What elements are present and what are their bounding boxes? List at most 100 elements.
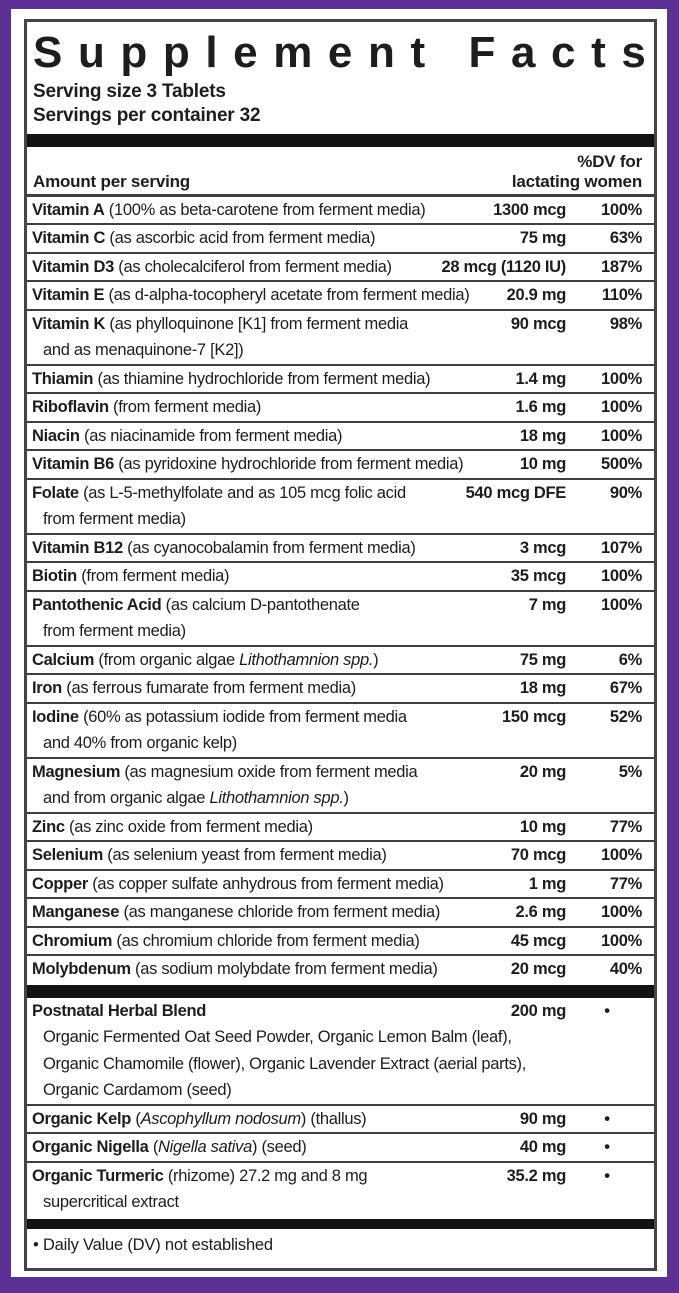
title-letter: t [410,28,426,77]
row-name: Postnatal Herbal Blend [32,1001,207,1020]
title-letter: p [120,28,148,77]
row-name: Biotin (from ferment media) [32,567,230,586]
row-continuation: and as menaquinone-7 [K2]) [43,341,244,360]
herbal-row: Postnatal Herbal Blend 200 mg • Organic Fer… [27,998,654,1104]
row-amount: 18 mg [519,426,566,445]
row-name: Thiamin (as thiamine hydrochloride from … [32,369,431,388]
row-name: Organic Turmeric (rhizome) 27.2 mg and 8… [32,1166,368,1185]
row-name: Folate (as L-5-methylfolate and as 105 m… [32,483,406,502]
title-letter: F [468,28,496,77]
row-dv: 98% [609,314,642,333]
row-continuation: and 40% from organic kelp) [43,734,237,753]
row-dv: 5% [618,762,643,781]
blend-ingredient-line: Organic Chamomile (flower), Organic Lave… [43,1054,527,1073]
nutrient-row: Zinc (as zinc oxide from ferment media) 1… [27,811,654,841]
row-continuation: from ferment media) [43,510,186,529]
nutrient-row: Vitamin C (as ascorbic acid from ferment… [27,223,654,252]
title-letter [441,29,453,77]
row-name: Vitamin D3 (as cholecalciferol from ferm… [32,257,392,276]
nutrient-row: Manganese (as manganese chloride from fe… [27,897,654,926]
nutrient-row: Pantothenic Acid (as calcium D-pantothen… [27,589,654,645]
row-name: Iron (as ferrous fumarate from ferment m… [32,679,356,698]
dv-header-line2: lactating women [511,171,642,191]
row-dv: 187% [600,257,642,276]
row-name: Molybdenum (as sodium molybdate from fer… [32,960,438,979]
row-name: Vitamin K (as phylloquinone [K1] from fe… [32,314,408,333]
row-amount: 10 mg [519,455,566,474]
row-amount: 35 mcg [510,567,566,586]
title-letter: e [327,28,353,77]
dv-header-line1: %DV for [577,151,642,171]
nutrient-row: Niacin (as niacinamide from ferment medi… [27,420,654,450]
title-letter: u [77,28,105,77]
title-letter: l [205,28,218,77]
nutrient-row: Vitamin A (100% as beta-carotene from fe… [27,197,654,224]
row-amount: 1 mg [528,874,567,893]
row-dv: 77% [609,817,642,836]
row-continuation: and from organic algae Lithothamnion spp… [43,789,349,808]
nutrient-row: Calcium (from organic algae Lithothamnio… [27,644,654,674]
dv-header-label: %DV for lactating women [512,152,642,192]
row-amount: 1.6 mg [515,398,567,417]
row-dv: 100% [600,398,642,417]
title-letter: t [591,28,606,77]
nutrient-row: Vitamin K (as phylloquinone [K1] from fe… [27,308,654,364]
row-dv: 100% [600,426,642,445]
row-name: Calcium (from organic algae Lithothamnio… [32,650,379,669]
row-name: Chromium (as chromium chloride from ferm… [32,931,420,950]
row-amount: 18 mg [519,679,566,698]
title-letter: p [162,28,190,77]
header-thick-bar [27,133,654,147]
herbal-row: Organic Turmeric (rhizome) 27.2 mg and 8… [27,1160,654,1216]
row-dv: 100% [600,846,642,865]
row-amount: 2.6 mg [515,903,567,922]
row-name: Magnesium (as magnesium oxide from ferme… [32,762,418,781]
nutrient-row: Magnesium (as magnesium oxide from ferme… [27,756,654,812]
nutrient-row: Vitamin E (as d-alpha-tocopheryl acetate… [27,280,654,309]
row-dv: 107% [600,538,642,557]
row-name: Riboflavin (from ferment media) [32,398,262,417]
row-dv: 100% [600,595,642,614]
row-name: Vitamin E (as d-alpha-tocopheryl acetate… [32,286,470,305]
nutrient-row: Biotin (from ferment media) 35 mcg 100% [27,561,654,590]
row-dv: 100% [600,200,642,219]
row-amount: 1300 mcg [493,200,566,219]
row-dv: 40% [609,960,642,979]
nutrient-rows: Vitamin A (100% as beta-carotene from fe… [27,197,654,983]
title-letter: m [273,28,313,77]
footnote-divider-bar [27,1218,654,1229]
row-dv: • [604,1001,610,1020]
row-name: Organic Kelp (Ascophyllum nodosum) (thal… [32,1109,367,1128]
row-dv: 63% [609,229,642,248]
row-name: Vitamin A (100% as beta-carotene from fe… [32,200,426,219]
nutrient-row: Vitamin B12 (as cyanocobalamin from ferm… [27,532,654,562]
row-amount: 70 mcg [510,846,566,865]
row-amount: 45 mcg [510,931,566,950]
column-header: Amount per serving %DV for lactating wom… [27,147,654,197]
row-dv: 90% [609,483,642,502]
row-amount: 200 mg [510,1001,566,1020]
amount-per-serving-label: Amount per serving [33,171,190,191]
title-letter: e [233,28,258,77]
footnote-text: Daily Value (DV) not established [42,1235,273,1254]
blend-ingredient-line: Organic Fermented Oat Seed Powder, Organ… [43,1028,512,1047]
footnote-bullet: • [33,1235,39,1254]
herbal-row: Organic Kelp (Ascophyllum nodosum) (thal… [27,1103,654,1133]
row-dv: 100% [600,931,642,950]
nutrient-row: Copper (as copper sulfate anhydrous from… [27,868,654,898]
row-dv: 100% [600,369,642,388]
row-amount: 75 mg [519,650,566,669]
row-name: Organic Nigella (Nigella sativa) (seed) [32,1138,307,1157]
row-amount: 7 mg [528,595,567,614]
section-divider-bar [27,984,654,998]
row-amount: 40 mg [519,1138,566,1157]
row-amount: 90 mg [519,1109,566,1128]
title-letter: s [621,28,646,77]
row-dv: 100% [600,903,642,922]
row-amount: 1.4 mg [515,369,567,388]
row-dv: 77% [609,874,642,893]
row-dv: 67% [609,679,642,698]
title-letter: n [367,28,395,77]
